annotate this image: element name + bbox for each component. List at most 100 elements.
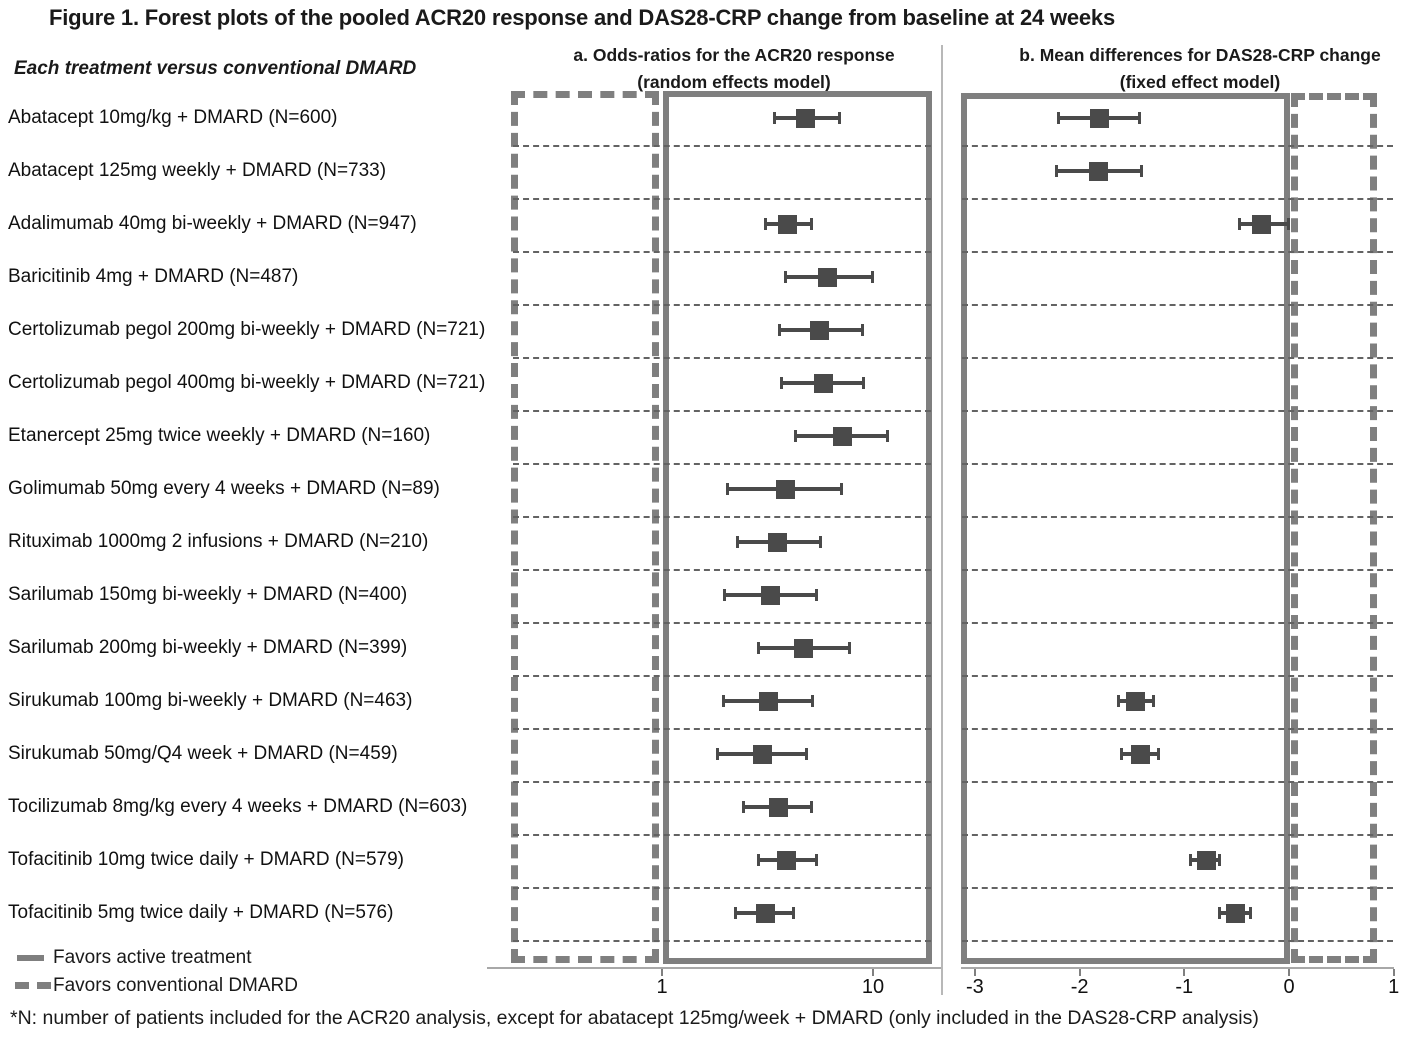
gridline [513, 939, 931, 942]
treatment-label: Sarilumab 150mg bi-weekly + DMARD (N=400… [8, 584, 408, 605]
ci-cap-left [734, 907, 738, 919]
ci-cap-left [1056, 112, 1060, 124]
treatment-label: Adalimumab 40mg bi-weekly + DMARD (N=947… [8, 213, 417, 234]
gridline [962, 833, 1393, 836]
panel-b-axis-tick [1288, 969, 1290, 976]
acr20-or-point [796, 108, 816, 128]
gridline [513, 621, 931, 624]
acr20-or-point [777, 850, 797, 870]
ci-cap-right [840, 483, 843, 495]
acr20-or-point [813, 373, 833, 393]
gridline [962, 568, 1393, 571]
gridline [513, 780, 931, 783]
acr20-or-point [755, 903, 775, 923]
solid-line-swatch [17, 955, 44, 961]
gridline [962, 356, 1393, 359]
ci-cap-left [1217, 907, 1221, 919]
treatment-label: Certolizumab pegol 200mg bi-weekly + DMA… [8, 319, 486, 340]
ci-cap-left [1054, 165, 1058, 177]
panel-b-tick-label: 1 [1388, 976, 1400, 998]
ci-cap-right [815, 854, 819, 866]
gridline [962, 780, 1393, 783]
panel-a-header: a. Odds-ratios for the ACR20 response (r… [573, 42, 894, 96]
ci-cap-left [1237, 218, 1241, 230]
treatment-label: Sirukumab 50mg/Q4 week + DMARD (N=459) [8, 743, 398, 764]
panel-b-axis-tick [1183, 969, 1186, 976]
panel-a-axis-tick [661, 969, 663, 976]
ci-cap-left [1117, 695, 1121, 707]
treatment-label: Tofacitinib 10mg twice daily + DMARD (N=… [8, 849, 404, 870]
panel-b-x-axis [961, 967, 1394, 969]
treatment-label: Abatacept 10mg/kg + DMARD (N=600) [8, 107, 338, 128]
gridline [513, 886, 931, 889]
treatment-label: Golimumab 50mg every 4 weeks + DMARD (N=… [8, 478, 440, 499]
legend-favors-active-label: Favors active treatment [53, 947, 252, 968]
acr20-or-point [775, 479, 795, 499]
das28-md-point [1089, 108, 1109, 128]
ci-cap-right [847, 642, 851, 654]
gridline [962, 409, 1393, 412]
panel-divider-line [941, 45, 943, 995]
gridline [513, 674, 931, 677]
ci-cap-left [773, 112, 777, 124]
panel-b-axis-tick [1392, 969, 1395, 976]
panel-b-tick-label: -2 [1070, 976, 1089, 998]
gridline [962, 250, 1393, 253]
panel-b-header: b. Mean differences for DAS28-CRP change… [1019, 42, 1380, 96]
ci-cap-right [1217, 854, 1221, 866]
treatment-label: Tofacitinib 5mg twice daily + DMARD (N=5… [8, 902, 394, 923]
ci-cap-left [780, 377, 784, 389]
ci-cap-left [784, 271, 788, 283]
ci-cap-right [1140, 165, 1144, 177]
gridline [962, 515, 1393, 518]
ci-cap-right [861, 324, 865, 336]
panel-b-favors-conventional-zone [1291, 93, 1377, 963]
panel-a-subtitle: (random effects model) [637, 72, 831, 92]
das28-md-point [1196, 850, 1216, 870]
acr20-or-point [832, 426, 852, 446]
dashed-line-swatch [15, 982, 51, 989]
ci-cap-right [810, 218, 813, 230]
gridline [513, 727, 931, 730]
ci-cap-right [1287, 218, 1290, 230]
ci-cap-right [1151, 695, 1155, 707]
ci-cap-left [722, 695, 726, 707]
gridline [962, 303, 1393, 306]
gridline [513, 197, 931, 200]
footnote: *N: number of patients included for the … [10, 1007, 1259, 1029]
gridline [962, 674, 1393, 677]
ci-cap-left [1188, 854, 1192, 866]
panel-b-subtitle: (fixed effect model) [1119, 72, 1281, 92]
ci-cap-right [791, 907, 795, 919]
treatment-label: Rituximab 1000mg 2 infusions + DMARD (N=… [8, 531, 429, 552]
ci-cap-left [741, 801, 745, 813]
acr20-or-point [793, 638, 813, 658]
ci-cap-right [810, 695, 814, 707]
acr20-or-point [760, 585, 780, 605]
panel-b-tick-label: -1 [1175, 976, 1194, 998]
ci-cap-left [725, 483, 729, 495]
treatment-column-header: Each treatment versus conventional DMARD [14, 58, 417, 79]
panel-a-tick-label: 10 [861, 976, 885, 998]
das28-md-point [1088, 161, 1108, 181]
panel-a-tick-label: 1 [656, 976, 668, 998]
gridline [513, 356, 931, 359]
ci-cap-right [810, 801, 813, 813]
panel-b-title: b. Mean differences for DAS28-CRP change [1019, 45, 1381, 65]
panel-b-tick-label: 0 [1283, 976, 1295, 998]
ci-cap-left [736, 536, 740, 548]
ci-cap-right [805, 748, 809, 760]
acr20-or-point [768, 797, 788, 817]
acr20-or-point [759, 691, 779, 711]
ci-cap-right [1157, 748, 1161, 760]
acr20-or-point [778, 214, 798, 234]
gridline [513, 833, 931, 836]
gridline [513, 515, 931, 518]
gridline [962, 462, 1393, 465]
panel-a-x-axis [487, 967, 941, 969]
acr20-or-point [767, 532, 787, 552]
ci-cap-right [838, 112, 842, 124]
gridline [962, 886, 1393, 889]
treatment-label: Baricitinib 4mg + DMARD (N=487) [8, 266, 299, 287]
